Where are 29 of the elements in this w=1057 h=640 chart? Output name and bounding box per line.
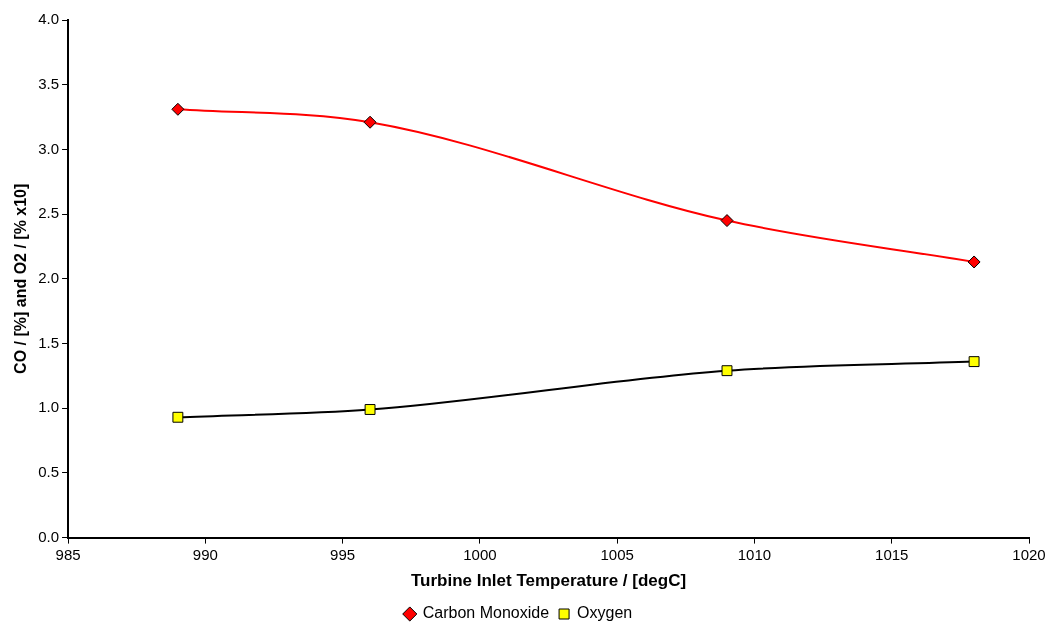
x-tick-label: 995 (330, 545, 356, 563)
x-tick-label: 1020 (1012, 545, 1046, 563)
y-tick-label: 4.0 (38, 10, 60, 28)
x-tick-label: 990 (192, 545, 218, 563)
y-tick-label: 1.0 (38, 398, 60, 416)
legend-label: Oxygen (577, 604, 633, 622)
point (968, 356, 980, 368)
point (364, 404, 376, 415)
y-tick-label: 2.5 (38, 204, 60, 222)
y-tick-label: 0.0 (38, 527, 60, 545)
y-axis-title: CO / [%] and O2 / [% x10] (12, 183, 30, 374)
point (721, 365, 733, 377)
y-tick-label: 2.0 (38, 268, 60, 286)
x-tick-label: 1010 (737, 545, 772, 563)
y-tick-label: 3.0 (38, 139, 60, 157)
y-tick-label: 1.5 (38, 333, 60, 351)
x-tick-label: 1005 (600, 545, 634, 563)
point (363, 115, 377, 129)
x-axis-title: Turbine Inlet Temperature / [degC] (410, 571, 687, 591)
x-tick-label: 985 (55, 545, 81, 563)
point (172, 411, 184, 423)
legend-label: Carbon Monoxide (422, 604, 550, 622)
point (967, 255, 981, 269)
x-tick-label: 1000 (463, 545, 497, 563)
y-tick-label: 3.5 (38, 74, 60, 92)
x-tick-label: 1015 (875, 545, 909, 563)
y-tick-label: 0.5 (38, 463, 60, 481)
point (171, 102, 185, 116)
point (720, 214, 734, 228)
